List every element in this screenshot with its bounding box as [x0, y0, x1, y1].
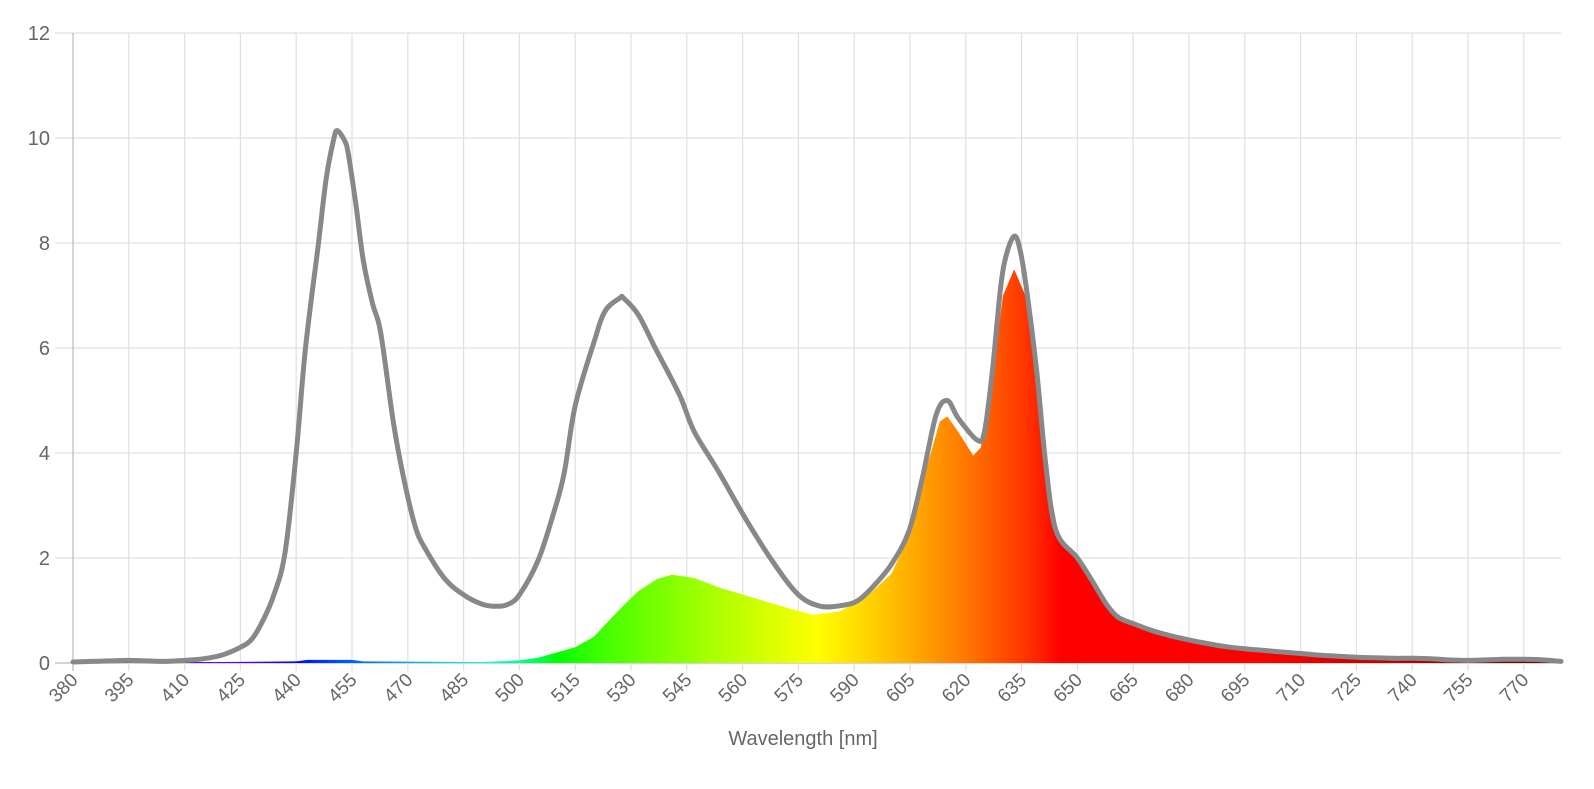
x-tick-label: 575: [771, 670, 808, 707]
x-tick-label: 755: [1440, 670, 1477, 707]
y-tick-label: 6: [39, 338, 50, 360]
x-tick-label: 410: [157, 670, 194, 707]
x-tick-label: 620: [938, 670, 975, 707]
y-tick-label: 8: [39, 233, 50, 255]
x-tick-label: 500: [492, 670, 529, 707]
y-axis: 0 2 4 6 8 10 12: [28, 23, 50, 675]
x-tick-label: 485: [436, 670, 473, 707]
x-tick-label: 425: [213, 670, 250, 707]
x-tick-label: 605: [882, 670, 919, 707]
x-tick-label: 395: [101, 670, 138, 707]
y-tick-label: 12: [28, 23, 50, 45]
x-tick-label: 560: [715, 670, 752, 707]
y-tick-label: 4: [39, 443, 50, 465]
x-tick-label: 455: [324, 670, 361, 707]
x-tick-label: 530: [603, 670, 640, 707]
y-tick-label: 2: [39, 548, 50, 570]
x-tick-label: 770: [1496, 670, 1533, 707]
x-axis: 380 395 410 425 440 455 470 485 500 515 530 545 560 5…: [45, 670, 1533, 707]
x-tick-label: 710: [1273, 670, 1310, 707]
x-tick-label: 515: [547, 670, 584, 707]
x-tick-label: 665: [1105, 670, 1142, 707]
x-tick-label: 695: [1217, 670, 1254, 707]
x-tick-label: 725: [1329, 670, 1366, 707]
x-tick-label: 380: [45, 670, 82, 707]
x-tick-label: 590: [826, 670, 863, 707]
x-tick-label: 545: [659, 670, 696, 707]
x-tick-label: 650: [1050, 670, 1087, 707]
x-tick-label: 440: [268, 670, 305, 707]
x-tick-label: 635: [994, 670, 1031, 707]
x-tick-label: 740: [1384, 670, 1421, 707]
x-tick-label: 470: [380, 670, 417, 707]
x-tick-label: 680: [1161, 670, 1198, 707]
spectrum-outline-line: [70, 128, 1564, 665]
x-axis-title: Wavelength [nm]: [728, 728, 877, 750]
y-tick-label: 10: [28, 128, 50, 150]
y-tick-label: 0: [39, 653, 50, 675]
